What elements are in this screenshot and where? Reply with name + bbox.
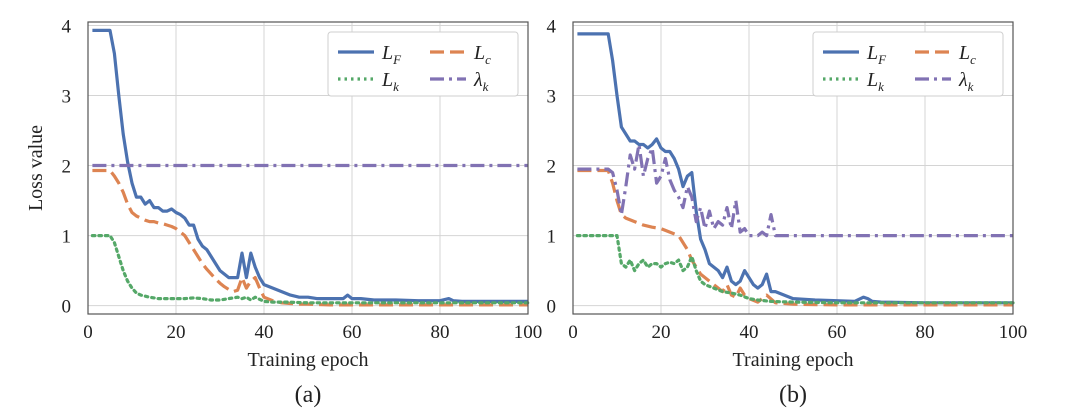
series-line-l-c	[92, 168, 528, 307]
legend-label-l-f: LF	[381, 42, 402, 67]
legend-label-l-k: Lk	[866, 69, 884, 94]
series-line-l-f	[92, 28, 528, 303]
chart-panel-1: 0 20 40 60 80 100 0 1 2 3 4 Training epoch Loss valu…	[25, 17, 542, 408]
plot-frame	[572, 21, 1014, 315]
legend-label-lambda-k: λk	[958, 69, 974, 94]
legend-label-l-c: Lc	[473, 42, 491, 67]
y-tick-label: 0	[62, 297, 72, 318]
legend: LF Lc Lk λk	[327, 31, 519, 97]
y-axis-title: Loss value	[25, 125, 47, 211]
legend-label-l-k: Lk	[381, 69, 399, 94]
panel-label: (a)	[295, 382, 322, 408]
x-tick-label: 40	[255, 322, 274, 343]
x-tick-label: 80	[916, 322, 935, 343]
series-line-l-c	[577, 168, 1013, 307]
x-tick-label: 80	[431, 322, 450, 343]
y-tick-label: 3	[547, 87, 557, 108]
x-tick-label: 100	[999, 322, 1028, 343]
x-tick-label: 20	[167, 322, 186, 343]
x-tick-label: 0	[568, 322, 578, 343]
legend-label-l-f: LF	[866, 42, 887, 67]
series-line-l-k	[90, 234, 530, 305]
series-line-lambda-k	[577, 142, 1013, 238]
y-tick-label: 4	[62, 17, 72, 38]
y-tick-label: 2	[547, 157, 557, 178]
legend-label-lambda-k: λk	[473, 69, 489, 94]
legend: LF Lc Lk λk	[812, 31, 1004, 97]
x-tick-label: 60	[828, 322, 847, 343]
panel-label: (b)	[779, 382, 807, 408]
legend-label-l-c: Lc	[958, 42, 976, 67]
y-tick-label: 0	[547, 297, 557, 318]
y-tick-label: 2	[62, 157, 72, 178]
series-line-l-k	[575, 234, 1015, 305]
x-axis-title: Training epoch	[248, 349, 369, 371]
x-tick-label: 40	[740, 322, 759, 343]
x-tick-label: 20	[652, 322, 671, 343]
legend-box	[327, 31, 519, 97]
y-tick-label: 1	[62, 227, 72, 248]
y-tick-label: 4	[547, 17, 557, 38]
x-tick-label: 100	[514, 322, 543, 343]
x-tick-label: 0	[83, 322, 93, 343]
y-tick-label: 1	[547, 227, 557, 248]
plot-frame	[87, 21, 529, 315]
x-axis-title: Training epoch	[733, 349, 854, 371]
chart-panel-2: 0 20 40 60 80 100 0 1 2 3 4 Training epoch (b) LF Lc Lk…	[547, 17, 1028, 408]
y-tick-label: 3	[62, 87, 72, 108]
series-line-l-f	[577, 32, 1013, 305]
x-tick-label: 60	[343, 322, 362, 343]
legend-box	[812, 31, 1004, 97]
